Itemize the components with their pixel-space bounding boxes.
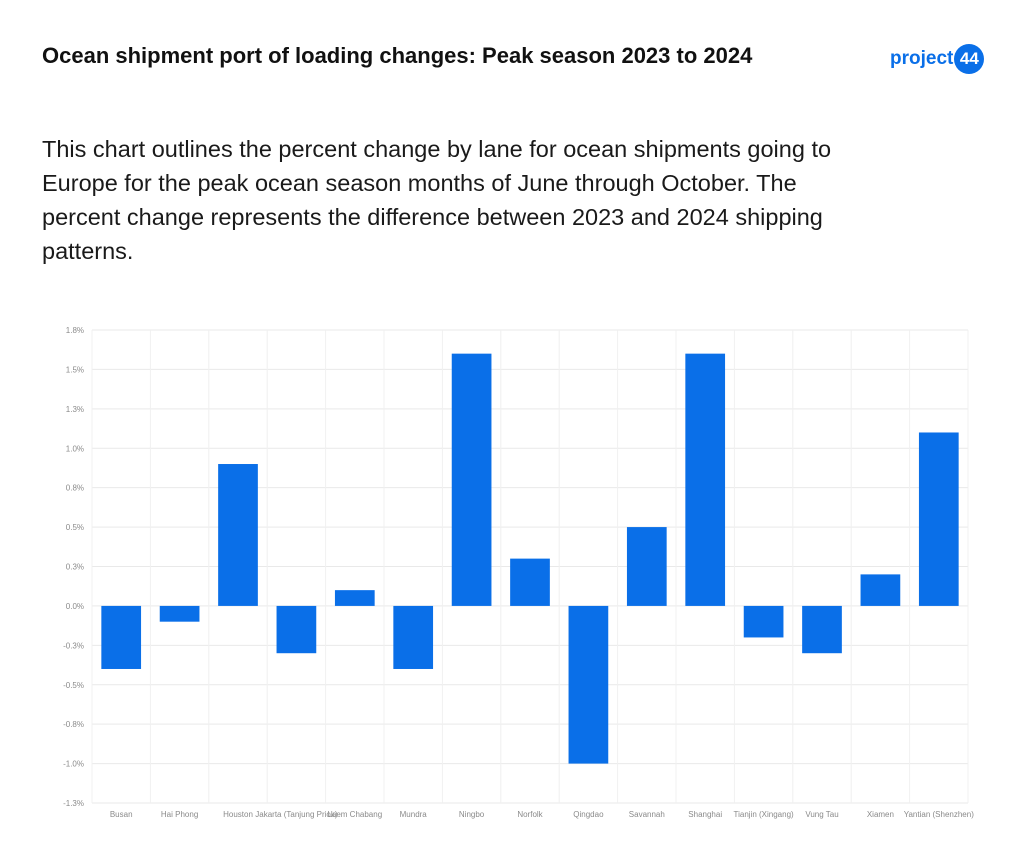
y-tick-label: 1.0%	[66, 444, 84, 453]
y-tick-label: -1.0%	[63, 760, 84, 769]
x-tick-label: Norfolk	[517, 810, 543, 819]
bar-chart: 1.8% 1.5% 1.3% 1.0% 0.8% 0.5% 0.3% 0.0% -0.3% -0.…	[63, 326, 974, 819]
bar	[802, 605, 842, 654]
bar	[276, 605, 317, 654]
bar	[451, 353, 492, 606]
logo-wordmark: project	[890, 48, 954, 69]
bar	[685, 353, 726, 606]
y-tick-label: 0.5%	[66, 523, 84, 532]
bar	[743, 605, 784, 638]
bar	[393, 605, 434, 669]
x-tick-label: Hai Phong	[161, 810, 198, 819]
x-axis-labels: Busan Hai Phong Houston Jakarta (Tanjung Pr…	[110, 810, 974, 819]
y-tick-label: 1.5%	[66, 365, 84, 374]
y-tick-label: 0.3%	[66, 563, 84, 572]
y-tick-label: -1.3%	[63, 799, 84, 808]
y-axis-labels: 1.8% 1.5% 1.3% 1.0% 0.8% 0.5% 0.3% 0.0% -0.3% -0.…	[63, 326, 84, 808]
y-tick-label: 1.3%	[66, 405, 84, 414]
bar	[159, 605, 200, 622]
x-tick-label: Yantian (Shenzhen)	[904, 810, 974, 819]
x-tick-label: Ningbo	[459, 810, 485, 819]
y-tick-label: -0.5%	[63, 681, 84, 690]
x-tick-label: Xiamen	[867, 810, 894, 819]
bar	[626, 527, 667, 606]
x-tick-label: Savannah	[629, 810, 665, 819]
bars	[101, 353, 959, 764]
chart-description: This chart outlines the percent change b…	[42, 136, 832, 264]
x-tick-label: Laem Chabang	[327, 810, 382, 819]
bar	[918, 432, 959, 606]
x-tick-label: Busan	[110, 810, 133, 819]
bar	[334, 590, 375, 606]
bar	[101, 605, 142, 669]
x-tick-label: Jakarta (Tanjung Priok)	[255, 810, 338, 819]
logo-badge: 44	[954, 44, 985, 74]
y-tick-label: 1.8%	[66, 326, 84, 335]
chart-title: Ocean shipment port of loading changes: …	[42, 43, 753, 68]
bar	[218, 464, 258, 606]
y-tick-label: -0.8%	[63, 720, 84, 729]
x-tick-label: Shanghai	[688, 810, 722, 819]
x-tick-label: Vung Tau	[805, 810, 838, 819]
y-tick-label: 0.8%	[66, 484, 84, 493]
bar	[860, 574, 901, 606]
x-tick-label: Mundra	[400, 810, 428, 819]
x-tick-label: Qingdao	[573, 810, 604, 819]
y-tick-label: -0.3%	[63, 641, 84, 650]
x-tick-label: Houston	[223, 810, 253, 819]
bar	[510, 558, 550, 606]
bar	[568, 605, 609, 764]
x-tick-label: Tianjin (Xingang)	[734, 810, 795, 819]
y-tick-label: 0.0%	[66, 602, 84, 611]
project44-logo: project 44	[890, 44, 985, 74]
